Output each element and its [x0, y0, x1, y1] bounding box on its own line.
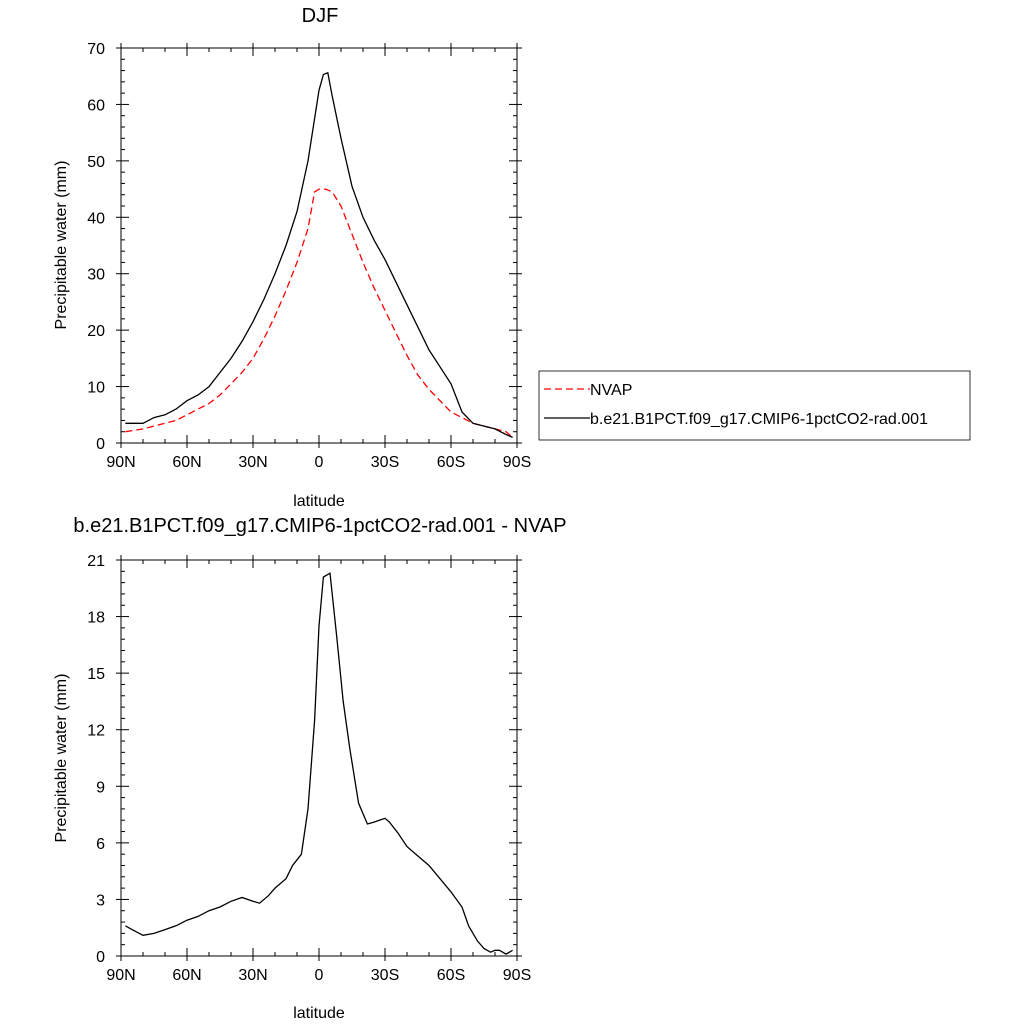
djf-x-tick-label: 30N: [238, 454, 267, 471]
panel-djf: DJF 90N 60N 30N 0 30S 60S 90S 010203040506070 …: [53, 5, 531, 510]
panel-djf-frame: [120, 47, 518, 444]
diff-x-tick-label: 30N: [238, 967, 267, 984]
legend: NVAP b.e21.B1PCT.f09_g17.CMIP6-1pctCO2-r…: [538, 370, 971, 441]
legend-nvap-label: NVAP: [590, 382, 632, 399]
djf-x-tick-label: 90S: [503, 454, 531, 471]
djf-x-tick-label: 90N: [106, 454, 135, 471]
djf-x-tick-label: 30S: [371, 454, 399, 471]
diff-x-tick-label: 90S: [503, 967, 531, 984]
panel-djf-title: DJF: [302, 5, 339, 27]
diff-x-tick-label: 30S: [371, 967, 399, 984]
panel-diff-x-axis-label: latitude: [293, 1005, 345, 1022]
panel-djf-x-axis-label: latitude: [293, 493, 345, 510]
diff-y-tick-label: 18: [87, 610, 105, 627]
diff-y-tick-label: 6: [96, 836, 105, 853]
djf-y-tick-label: 10: [87, 380, 105, 397]
diff-x-tick-label: 90N: [106, 967, 135, 984]
diff-x-tick-label: 0: [315, 967, 324, 984]
panel-djf-y-ticks: 0 10 20 30 40 50 60 70: [87, 41, 522, 453]
djf-y-tick-label: 60: [87, 97, 105, 114]
djf-y-tick-label: 50: [87, 154, 105, 171]
djf-y-tick-label: 0: [96, 436, 105, 453]
panel-djf-x-ticks: 90N 60N 30N 0 30S 60S 90S: [106, 43, 531, 471]
diff-y-tick-label: 21: [87, 553, 105, 570]
panel-djf-y-axis-label: Precipitable water (mm): [53, 161, 70, 330]
diff-y-tick-label: 12: [87, 723, 105, 740]
diff-x-tick-label: 60S: [437, 967, 465, 984]
djf-x-tick-label: 0: [315, 454, 324, 471]
djf-y-tick-label: 70: [87, 41, 105, 58]
panel-diff-y-axis-label: Precipitable water (mm): [53, 674, 70, 843]
panel-diff-title: b.e21.B1PCT.f09_g17.CMIP6-1pctCO2-rad.00…: [73, 515, 566, 537]
djf-y-tick-label: 40: [87, 210, 105, 227]
djf-x-tick-label: 60N: [172, 454, 201, 471]
panel-diff-series: [125, 572, 513, 955]
panel-diff-y-ticks: 0 3 6 9 12 15 18 21: [87, 553, 522, 966]
djf-y-tick-label: 20: [87, 323, 105, 340]
panel-diff: b.e21.B1PCT.f09_g17.CMIP6-1pctCO2-rad.00…: [53, 515, 567, 1022]
djf-x-tick-label: 60S: [437, 454, 465, 471]
diff-y-tick-label: 3: [96, 892, 105, 909]
diff-series-line-model: [125, 572, 513, 955]
diff-y-tick-label: 15: [87, 666, 105, 683]
djf-series-line-nvap: [125, 188, 514, 438]
legend-model-label: b.e21.B1PCT.f09_g17.CMIP6-1pctCO2-rad.00…: [590, 411, 928, 428]
djf-y-tick-label: 30: [87, 267, 105, 284]
legend-box: [538, 370, 971, 441]
diff-y-tick-label: 0: [96, 949, 105, 966]
panel-diff-x-ticks: 90N 60N 30N 0 30S 60S 90S: [106, 555, 531, 984]
diff-x-tick-label: 60N: [172, 967, 201, 984]
diff-y-tick-label: 9: [96, 779, 105, 796]
djf-series-line-model: [125, 71, 513, 438]
panel-djf-series: [125, 71, 514, 438]
